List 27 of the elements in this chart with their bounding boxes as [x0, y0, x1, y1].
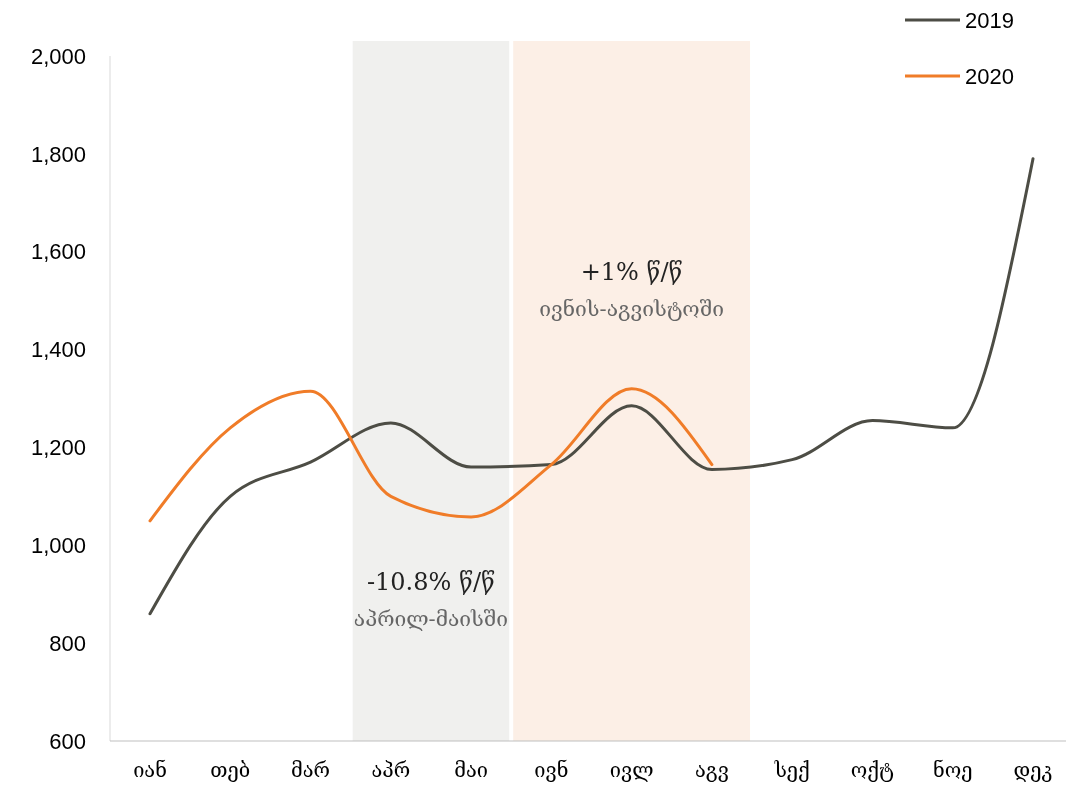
- y-tick-label: 600: [49, 728, 86, 754]
- y-tick-label: 1,000: [30, 532, 86, 558]
- x-tick-label: აპრ: [371, 758, 411, 782]
- annotation: +1% წ/წ: [580, 258, 683, 286]
- legend-label: 2019: [965, 7, 1014, 33]
- x-tick-label: მარ: [291, 758, 331, 782]
- x-tick-label: მაი: [454, 758, 488, 782]
- annotation: აპრილ-მაისში: [353, 607, 509, 631]
- x-tick-label: იან: [133, 758, 167, 782]
- y-tick-label: 1,800: [30, 141, 86, 167]
- y-tick-label: 800: [49, 630, 86, 656]
- legend-label: 2020: [965, 63, 1014, 89]
- x-tick-label: თებ: [210, 758, 251, 782]
- annotation: -10.8% წ/წ: [366, 568, 495, 596]
- x-tick-label: აგვ: [695, 758, 729, 782]
- line-series: [148, 387, 714, 523]
- x-tick-label: ივლ: [609, 758, 654, 782]
- x-tick-label: დეკ: [1013, 758, 1053, 782]
- x-tick-label: ოქტ: [850, 758, 895, 782]
- x-tick-label: ივნ: [534, 758, 569, 782]
- y-tick-label: 1,400: [30, 337, 86, 363]
- x-tick-label: სექ: [773, 758, 810, 782]
- y-tick-label: 1,200: [30, 435, 86, 461]
- y-tick-label: 1,600: [30, 239, 86, 265]
- x-tick-label: ნოე: [933, 758, 973, 782]
- y-tick-label: 2,000: [30, 43, 86, 69]
- annotation: ივნის-აგვისტოში: [539, 297, 724, 321]
